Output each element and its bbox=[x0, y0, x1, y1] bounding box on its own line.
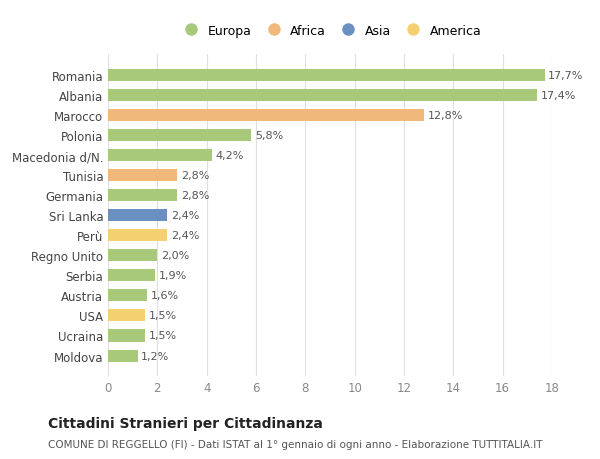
Bar bbox=[108, 170, 177, 182]
Bar bbox=[108, 90, 537, 102]
Text: 1,9%: 1,9% bbox=[158, 271, 187, 281]
Text: 2,8%: 2,8% bbox=[181, 191, 209, 201]
Text: 12,8%: 12,8% bbox=[427, 111, 463, 121]
Bar bbox=[108, 150, 212, 162]
Text: 2,4%: 2,4% bbox=[171, 231, 199, 241]
Bar bbox=[108, 210, 167, 222]
Text: 1,2%: 1,2% bbox=[142, 351, 170, 361]
Legend: Europa, Africa, Asia, America: Europa, Africa, Asia, America bbox=[173, 20, 487, 43]
Text: 5,8%: 5,8% bbox=[255, 131, 283, 141]
Bar bbox=[108, 230, 167, 242]
Text: 17,4%: 17,4% bbox=[541, 91, 576, 101]
Text: 2,0%: 2,0% bbox=[161, 251, 189, 261]
Bar bbox=[108, 130, 251, 142]
Text: Cittadini Stranieri per Cittadinanza: Cittadini Stranieri per Cittadinanza bbox=[48, 416, 323, 430]
Text: 1,6%: 1,6% bbox=[151, 291, 179, 301]
Text: 17,7%: 17,7% bbox=[548, 71, 584, 81]
Text: 1,5%: 1,5% bbox=[149, 331, 177, 341]
Bar bbox=[108, 330, 145, 342]
Text: COMUNE DI REGGELLO (FI) - Dati ISTAT al 1° gennaio di ogni anno - Elaborazione T: COMUNE DI REGGELLO (FI) - Dati ISTAT al … bbox=[48, 440, 542, 449]
Bar bbox=[108, 350, 137, 362]
Bar bbox=[108, 290, 148, 302]
Bar bbox=[108, 110, 424, 122]
Bar bbox=[108, 250, 157, 262]
Bar bbox=[108, 190, 177, 202]
Text: 1,5%: 1,5% bbox=[149, 311, 177, 321]
Text: 4,2%: 4,2% bbox=[215, 151, 244, 161]
Text: 2,4%: 2,4% bbox=[171, 211, 199, 221]
Bar bbox=[108, 310, 145, 322]
Bar bbox=[108, 70, 545, 82]
Bar bbox=[108, 270, 155, 282]
Text: 2,8%: 2,8% bbox=[181, 171, 209, 181]
